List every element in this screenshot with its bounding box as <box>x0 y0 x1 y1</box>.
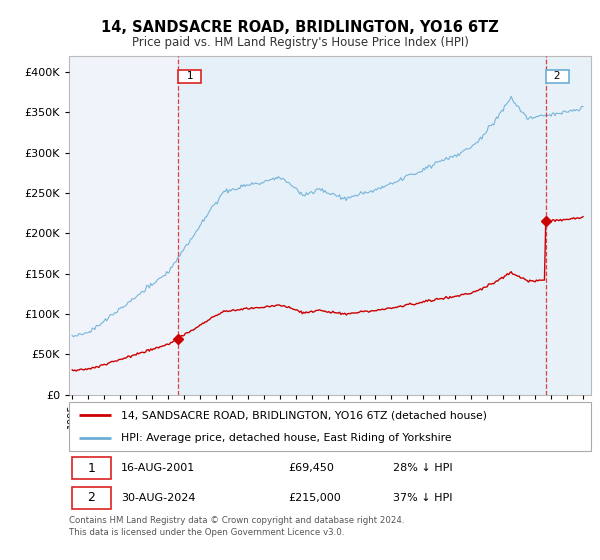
Text: HPI: Average price, detached house, East Riding of Yorkshire: HPI: Average price, detached house, East… <box>121 433 452 444</box>
Text: 30-AUG-2024: 30-AUG-2024 <box>121 493 196 503</box>
Text: 14, SANDSACRE ROAD, BRIDLINGTON, YO16 6TZ (detached house): 14, SANDSACRE ROAD, BRIDLINGTON, YO16 6T… <box>121 410 487 421</box>
Text: Contains HM Land Registry data © Crown copyright and database right 2024.
This d: Contains HM Land Registry data © Crown c… <box>69 516 404 537</box>
Text: £215,000: £215,000 <box>288 493 341 503</box>
Text: 37% ↓ HPI: 37% ↓ HPI <box>392 493 452 503</box>
Text: 2: 2 <box>547 71 568 81</box>
Text: 16-AUG-2001: 16-AUG-2001 <box>121 463 196 473</box>
Bar <box>546 56 591 395</box>
Bar <box>178 56 546 395</box>
Text: £69,450: £69,450 <box>288 463 334 473</box>
Text: 1: 1 <box>88 462 95 475</box>
Text: Price paid vs. HM Land Registry's House Price Index (HPI): Price paid vs. HM Land Registry's House … <box>131 36 469 49</box>
Text: 14, SANDSACRE ROAD, BRIDLINGTON, YO16 6TZ: 14, SANDSACRE ROAD, BRIDLINGTON, YO16 6T… <box>101 20 499 35</box>
FancyBboxPatch shape <box>71 457 111 479</box>
Text: 1: 1 <box>179 71 200 81</box>
FancyBboxPatch shape <box>71 487 111 509</box>
Text: 2: 2 <box>88 491 95 504</box>
Text: 28% ↓ HPI: 28% ↓ HPI <box>392 463 452 473</box>
